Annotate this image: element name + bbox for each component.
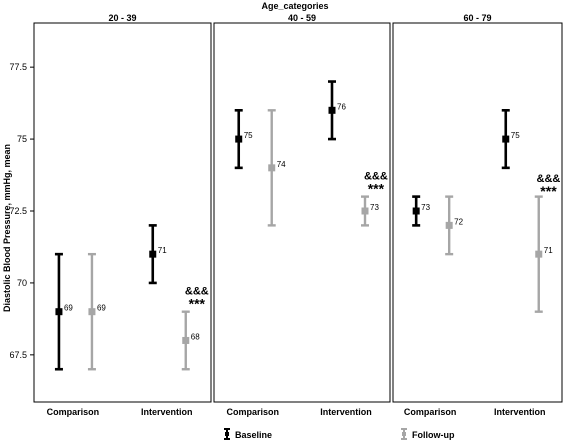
data-label: 73 — [370, 203, 379, 212]
data-label: 73 — [421, 203, 430, 212]
significance-marker-bottom: *** — [540, 183, 557, 199]
data-label: 71 — [544, 246, 553, 255]
legend-marker — [225, 432, 229, 436]
x-tick-label: Comparison — [226, 407, 279, 417]
data-label: 75 — [511, 131, 520, 140]
x-tick-label: Comparison — [404, 407, 457, 417]
data-label: 68 — [191, 332, 200, 341]
mean-marker — [412, 207, 420, 215]
y-tick-label: 67.5 — [9, 350, 27, 360]
mean-marker — [182, 336, 190, 344]
y-tick-label: 70 — [17, 278, 27, 288]
significance-marker-bottom: *** — [189, 295, 206, 311]
legend-label: Baseline — [235, 430, 272, 440]
data-label: 72 — [454, 217, 463, 226]
x-tick-label: Intervention — [494, 407, 546, 417]
mean-marker — [328, 106, 336, 114]
data-label: 71 — [158, 246, 167, 255]
panel-frame — [392, 22, 563, 403]
mean-marker — [55, 308, 63, 316]
mean-marker — [268, 164, 276, 172]
facet-label: 40 - 59 — [288, 13, 316, 23]
panel-frame — [33, 22, 212, 403]
y-tick-label: 72.5 — [9, 206, 27, 216]
mean-marker — [88, 308, 96, 316]
mean-marker — [149, 250, 157, 258]
significance-marker-top: &&& — [185, 285, 209, 297]
significance-marker-top: &&& — [537, 173, 561, 185]
facet-label: 60 - 79 — [463, 13, 491, 23]
mean-marker — [235, 135, 243, 143]
y-tick-label: 75 — [17, 134, 27, 144]
significance-marker-top: &&& — [364, 170, 388, 182]
data-label: 69 — [64, 304, 73, 313]
facet-label: 20 - 39 — [108, 13, 136, 23]
significance-marker-bottom: *** — [368, 180, 385, 196]
x-tick-label: Intervention — [141, 407, 193, 417]
mean-marker — [535, 250, 543, 258]
mean-marker — [502, 135, 510, 143]
mean-marker — [445, 221, 453, 229]
y-axis-label: Diastolic Blood Pressure, mmHg, mean — [2, 144, 12, 312]
data-label: 76 — [337, 102, 346, 111]
legend-label: Follow-up — [412, 430, 455, 440]
data-label: 69 — [97, 304, 106, 313]
data-label: 75 — [244, 131, 253, 140]
mean-marker — [361, 207, 369, 215]
x-tick-label: Intervention — [320, 407, 372, 417]
data-label: 74 — [277, 160, 286, 169]
legend-marker — [402, 432, 406, 436]
x-tick-label: Comparison — [47, 407, 100, 417]
y-tick-label: 77.5 — [9, 62, 27, 72]
facet-title: Age_categories — [261, 1, 328, 11]
panel-frame — [213, 22, 391, 403]
